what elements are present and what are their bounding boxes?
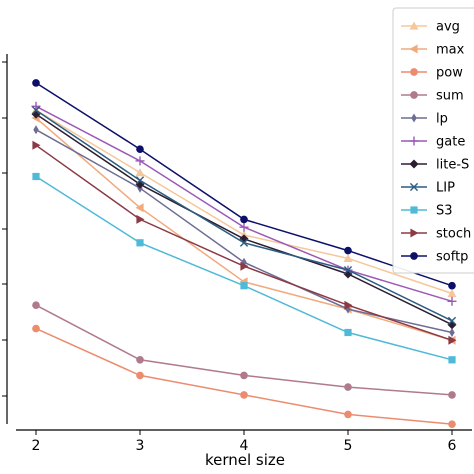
legend: avg max pow sum lp gate lite-S LIP S3 stoch softp — [392, 7, 474, 274]
legend-label: lite-S — [436, 158, 469, 173]
x-tick-label: 2 — [32, 438, 41, 454]
data-point-stoch — [344, 300, 353, 310]
data-point-softp — [240, 215, 248, 224]
legend-item-softp: softp — [401, 250, 468, 265]
legend-marker — [409, 159, 419, 169]
data-point-softp — [136, 145, 144, 154]
legend-label: sum — [436, 89, 464, 104]
data-point-stoch — [32, 140, 41, 150]
data-point-sum — [344, 383, 352, 391]
x-tick-label: 4 — [240, 438, 249, 454]
legend-item-lp: lp — [401, 112, 448, 127]
data-point-sum — [448, 391, 456, 399]
legend-item-sum: sum — [401, 89, 464, 104]
legend-marker — [410, 206, 418, 214]
data-point-s3 — [344, 328, 352, 337]
data-point-pow — [32, 324, 40, 333]
data-point-pow — [240, 391, 248, 399]
data-point-stoch — [136, 214, 145, 224]
data-point-stoch — [240, 261, 249, 271]
legend-marker — [410, 252, 418, 260]
y-ticks — [2, 61, 7, 397]
data-point-lp — [241, 257, 247, 267]
legend-label: S3 — [436, 204, 453, 219]
legend-marker — [409, 44, 418, 54]
data-point-pow — [136, 371, 144, 380]
x-tick-label: 3 — [136, 438, 145, 454]
legend-label: stoch — [436, 227, 471, 242]
data-point-lip — [343, 266, 353, 275]
legend-item-stoch: stoch — [401, 227, 471, 242]
data-point-gate — [239, 222, 249, 232]
legend-label: avg — [436, 20, 460, 35]
data-point-lip — [239, 238, 249, 247]
data-point-softp — [344, 246, 352, 255]
legend-label: gate — [436, 135, 465, 150]
legend-label: LIP — [436, 181, 455, 196]
data-point-sum — [240, 371, 248, 380]
x-tick-label: 6 — [448, 438, 457, 454]
legend-label: lp — [436, 112, 448, 127]
series-s3 — [32, 172, 456, 364]
data-point-lip — [447, 316, 457, 325]
data-point-pow — [344, 410, 352, 419]
series-sum — [32, 301, 456, 399]
legend-item-avg: avg — [401, 20, 460, 35]
data-point-sum — [32, 301, 40, 310]
legend-marker — [409, 21, 419, 30]
data-point-gate — [447, 296, 457, 306]
data-point-pow — [448, 420, 456, 428]
data-point-avg — [343, 253, 353, 262]
data-point-sum — [136, 355, 144, 364]
data-point-lip — [31, 106, 41, 115]
data-point-lp — [33, 125, 39, 135]
legend-marker — [409, 136, 419, 146]
legend-marker — [410, 228, 419, 238]
data-point-s3 — [32, 172, 40, 181]
data-point-softp — [448, 281, 456, 290]
x-axis-title: kernel size — [205, 451, 285, 469]
data-point-max — [135, 203, 144, 213]
legend-marker — [410, 91, 418, 99]
data-point-lip — [135, 176, 145, 185]
legend-marker — [409, 182, 419, 192]
data-point-s3 — [240, 282, 248, 290]
data-point-lp — [449, 328, 455, 337]
series-lip — [31, 106, 457, 325]
series-pow — [32, 324, 456, 428]
data-point-softp — [32, 79, 40, 87]
data-point-stoch — [448, 335, 457, 345]
legend-marker — [410, 68, 418, 76]
legend-item-s3: S3 — [401, 204, 453, 219]
data-point-s3 — [136, 239, 144, 247]
series-stoch — [32, 140, 457, 345]
series-softp — [32, 79, 456, 290]
x-tick-label: 5 — [344, 438, 353, 454]
data-point-s3 — [448, 356, 456, 364]
x-ticks: 2 3 4 5 6 — [32, 430, 457, 454]
data-point-gate — [135, 156, 145, 166]
legend-item-pow: pow — [401, 66, 463, 81]
legend-item-lip: LIP — [401, 181, 455, 196]
legend-marker — [411, 113, 417, 123]
legend-label: softp — [436, 250, 468, 265]
legend-label: pow — [436, 66, 463, 81]
legend-item-max: max — [401, 43, 465, 58]
legend-label: max — [436, 43, 465, 58]
data-point-avg — [447, 289, 457, 298]
data-point-avg — [135, 168, 145, 177]
legend-item-lite-s: lite-S — [401, 158, 469, 173]
legend-item-gate: gate — [401, 135, 465, 150]
series-layer — [31, 79, 457, 428]
